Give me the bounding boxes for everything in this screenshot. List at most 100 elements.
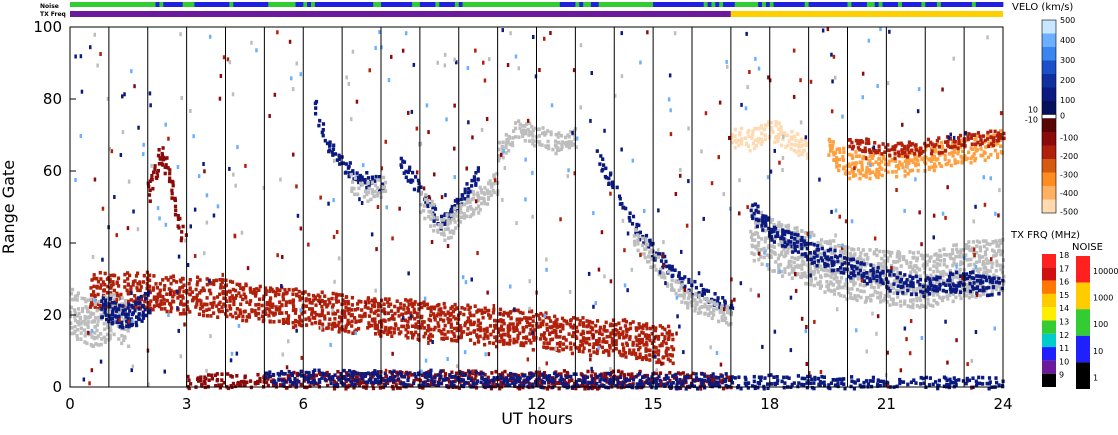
data-cell [899, 304, 903, 308]
data-cell [995, 244, 999, 248]
noise-strip-cell [244, 2, 250, 7]
data-cell [139, 294, 143, 299]
data-cell [890, 263, 894, 268]
data-cell [915, 295, 919, 299]
data-cell [809, 277, 813, 282]
data-cell [449, 311, 453, 316]
data-cell [245, 319, 249, 323]
data-cell [229, 374, 233, 378]
data-cell [213, 373, 217, 378]
data-cell [205, 282, 209, 287]
data-cell [957, 254, 961, 259]
data-cell [128, 309, 132, 313]
data-cell [76, 307, 81, 311]
data-cell [797, 381, 801, 385]
data-cell [611, 180, 615, 185]
data-cell [465, 319, 469, 324]
data-cell [228, 289, 232, 294]
noise-strip-cell [116, 2, 121, 7]
data-cell [455, 326, 459, 331]
data-cell [188, 310, 192, 314]
data-cell [452, 216, 456, 221]
data-cell [258, 297, 262, 302]
data-cell [419, 185, 423, 189]
data-cell [561, 140, 565, 144]
data-cell [800, 252, 804, 257]
data-cell [492, 173, 496, 177]
noise-strip-cell [835, 2, 841, 7]
data-cell [218, 292, 222, 297]
data-cell [481, 382, 485, 387]
data-cell [403, 318, 407, 323]
data-cell [632, 234, 636, 238]
data-cell [677, 271, 681, 275]
data-cell [686, 304, 690, 308]
data-cell [541, 319, 545, 323]
data-cell [597, 340, 601, 344]
data-cell [710, 316, 714, 321]
data-cell [358, 314, 362, 318]
data-cell [417, 371, 421, 376]
data-cell [110, 310, 115, 314]
data-cell [158, 302, 162, 307]
data-cell [608, 378, 612, 382]
data-cell [328, 148, 332, 152]
data-cell [416, 302, 421, 307]
data-cell [654, 350, 658, 354]
data-cell [239, 294, 243, 299]
data-cell [537, 134, 541, 138]
data-cell [670, 332, 674, 337]
data-cell [235, 316, 239, 320]
data-cell [406, 308, 411, 312]
data-cell [951, 263, 955, 268]
data-cell [603, 378, 607, 383]
data-cell [92, 290, 96, 294]
data-cell [531, 324, 535, 328]
data-cell [982, 292, 986, 296]
data-cell [610, 370, 614, 375]
data-cell [700, 372, 704, 376]
data-cell [462, 373, 466, 377]
data-cell [143, 291, 147, 296]
data-cell [523, 316, 527, 320]
data-cell [370, 180, 374, 185]
data-cell [769, 220, 773, 225]
data-cell [432, 327, 436, 332]
data-cell [959, 296, 963, 301]
data-cell [828, 239, 832, 243]
data-cell [674, 377, 679, 381]
data-cell [463, 321, 468, 325]
data-cell [417, 181, 421, 186]
data-cell [423, 371, 427, 376]
data-cell [851, 277, 855, 281]
data-cell [780, 244, 785, 248]
data-cell [235, 374, 239, 378]
data-cell [151, 307, 155, 312]
data-cell [533, 143, 537, 148]
data-cell [224, 290, 228, 294]
data-cell [1000, 249, 1004, 254]
data-cell [460, 331, 464, 335]
data-cell [309, 380, 313, 385]
noise-strip-cell [933, 2, 938, 7]
data-cell [911, 289, 916, 294]
data-cell [127, 302, 131, 307]
data-cell [268, 310, 272, 314]
txfreq-segment [730, 11, 1003, 17]
noise-strip-cell [268, 2, 273, 7]
data-cell [803, 236, 807, 240]
data-cell [241, 318, 245, 323]
data-cell [892, 279, 896, 283]
data-cell [753, 202, 757, 206]
data-cell [180, 294, 184, 298]
data-cell [939, 273, 943, 278]
data-cell [546, 387, 550, 391]
data-cell [864, 379, 869, 383]
data-cell [669, 382, 674, 386]
data-cell [95, 276, 99, 281]
data-cell [565, 345, 569, 350]
data-cell [515, 339, 519, 344]
data-cell [913, 269, 917, 273]
data-cell [939, 258, 943, 263]
data-cell [637, 223, 641, 228]
